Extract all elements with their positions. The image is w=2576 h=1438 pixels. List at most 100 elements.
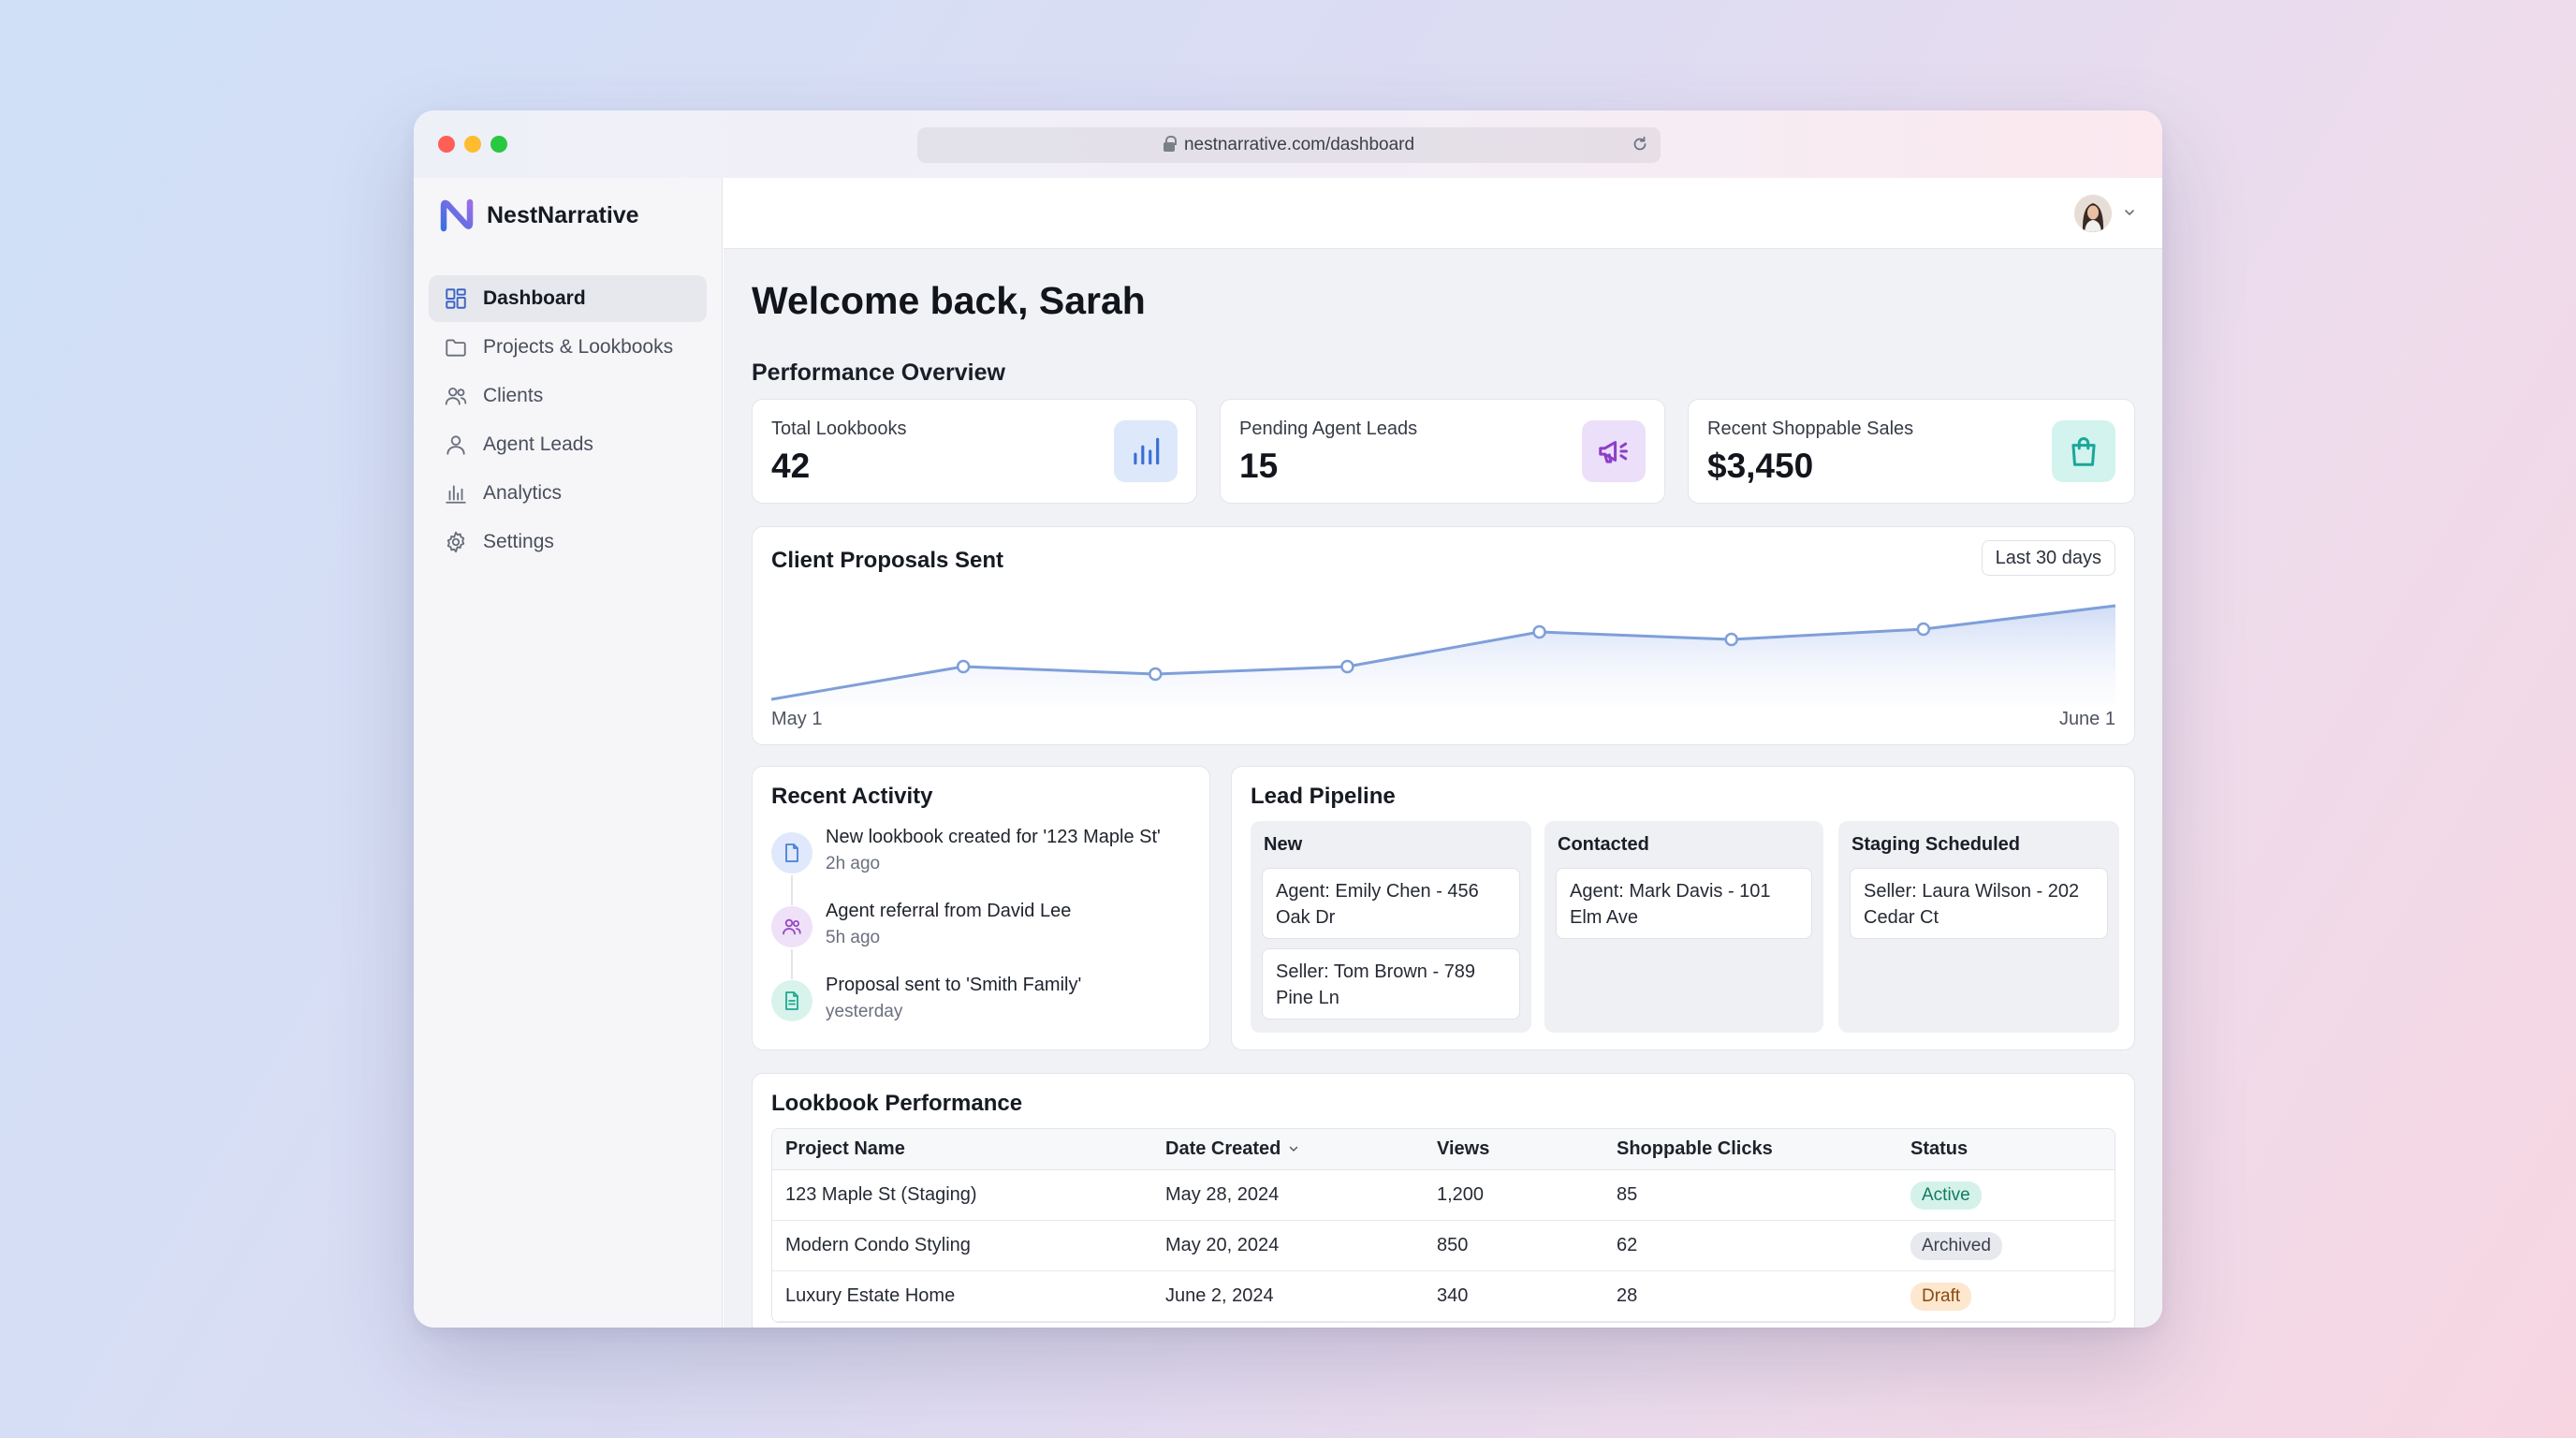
main-content: Welcome back, Sarah Performance Overview… (724, 178, 2162, 1328)
nestnarrative-logo-icon (440, 198, 474, 232)
column-header-status[interactable]: Status (1910, 1138, 1969, 1159)
activity-text: Proposal sent to 'Smith Family' (826, 975, 1082, 995)
column-header-date-created[interactable]: Date Created (1165, 1138, 1437, 1160)
chart-point[interactable] (1532, 624, 1546, 639)
timeline-connector (791, 949, 793, 979)
cell-shoppable-clicks: 62 (1617, 1235, 1638, 1255)
stat-card-pending-agent-leads: Pending Agent Leads 15 (1220, 399, 1665, 504)
sidebar-item-label: Clients (483, 385, 544, 406)
avatar[interactable] (2074, 195, 2112, 232)
lead-pipeline-title: Lead Pipeline (1251, 784, 1396, 809)
stat-icon-badge (1114, 420, 1178, 482)
lock-icon (1163, 136, 1177, 152)
shopping-bag-icon (2071, 437, 2096, 466)
sidebar-item-projects-lookbooks[interactable]: Projects & Lookbooks (429, 324, 707, 371)
column-header-label: Date Created (1165, 1138, 1281, 1159)
chart-point[interactable] (1724, 632, 1738, 647)
sidebar-item-analytics[interactable]: Analytics (429, 470, 707, 517)
sidebar-item-settings[interactable]: Settings (429, 519, 707, 565)
users-icon (771, 906, 812, 947)
chart-point[interactable] (956, 659, 971, 674)
stat-icon-badge (1582, 420, 1646, 482)
table-header-row: Project Name Date Created Views Shoppabl… (772, 1129, 2115, 1170)
stat-label: Total Lookbooks (771, 418, 907, 439)
table-row[interactable]: Luxury Estate Home June 2, 2024 340 28 D… (772, 1271, 2115, 1322)
cell-shoppable-clicks: 85 (1617, 1184, 1638, 1205)
activity-item[interactable]: New lookbook created for '123 Maple St' … (771, 827, 1194, 905)
activity-time: 2h ago (826, 854, 881, 873)
cell-project-name: 123 Maple St (Staging) (785, 1184, 977, 1205)
cell-views: 1,200 (1437, 1184, 1485, 1205)
x-axis-end-label: June 1 (2058, 709, 2115, 729)
sidebar-item-label: Dashboard (483, 287, 586, 309)
lead-pipeline-panel: Lead Pipeline New Agent: Emily Chen - 45… (1231, 766, 2135, 1050)
recent-activity-title: Recent Activity (771, 784, 933, 809)
folder-icon (446, 339, 466, 357)
users-icon (445, 387, 467, 405)
table-row[interactable]: 123 Maple St (Staging) May 28, 2024 1,20… (772, 1170, 2115, 1221)
cell-project-name: Modern Condo Styling (785, 1235, 971, 1255)
pipeline-column-new: New Agent: Emily Chen - 456 Oak Dr Selle… (1251, 821, 1531, 1033)
column-header-views[interactable]: Views (1437, 1138, 1490, 1159)
column-header-shoppable-clicks[interactable]: Shoppable Clicks (1617, 1138, 1773, 1159)
pipeline-column-title: New (1264, 834, 1303, 855)
brand[interactable]: NestNarrative (438, 197, 639, 234)
user-icon (446, 435, 465, 455)
browser-window: nestnarrative.com/dashboard NestNarrativ… (414, 110, 2162, 1328)
status-badge: Archived (1910, 1231, 2002, 1260)
close-window-button[interactable] (438, 136, 455, 153)
cell-date-created: May 28, 2024 (1165, 1184, 1280, 1205)
sidebar-item-label: Agent Leads (483, 433, 593, 455)
activity-time: yesterday (826, 1002, 903, 1021)
pipeline-column-title: Contacted (1558, 834, 1649, 855)
sidebar-item-clients[interactable]: Clients (429, 373, 707, 419)
minimize-window-button[interactable] (464, 136, 481, 153)
lead-card[interactable]: Agent: Emily Chen - 456 Oak Dr (1262, 868, 1520, 939)
chart-point[interactable] (1149, 667, 1163, 682)
reload-icon[interactable] (1631, 135, 1649, 154)
bar-chart-icon (446, 485, 466, 504)
cell-shoppable-clicks: 28 (1617, 1285, 1638, 1306)
stat-value: $3,450 (1707, 447, 1814, 485)
chart-area-fill (771, 606, 2115, 705)
timeline-connector (791, 875, 793, 905)
chart-point[interactable] (1916, 622, 1931, 637)
status-badge: Draft (1910, 1282, 1972, 1311)
sidebar-item-dashboard[interactable]: Dashboard (429, 275, 707, 322)
activity-item[interactable]: Agent referral from David Lee 5h ago (771, 901, 1194, 979)
file-text-icon (771, 980, 812, 1021)
lead-card[interactable]: Agent: Mark Davis - 101 Elm Ave (1556, 868, 1812, 939)
pipeline-column-staging-scheduled: Staging Scheduled Seller: Laura Wilson -… (1838, 821, 2119, 1033)
bar-chart-icon (1134, 437, 1160, 465)
x-axis-start-label: May 1 (771, 709, 823, 729)
stat-value: 42 (771, 447, 811, 485)
chart-series-line (771, 604, 2116, 701)
page-title: Welcome back, Sarah (752, 279, 1146, 322)
sort-chevron-down-icon[interactable] (1288, 1143, 1299, 1154)
chart-point[interactable] (1340, 659, 1354, 674)
proposals-line-chart (771, 604, 2116, 705)
sidebar-item-label: Projects & Lookbooks (483, 336, 674, 358)
document-icon (771, 832, 812, 873)
activity-item[interactable]: Proposal sent to 'Smith Family' yesterda… (771, 975, 1194, 1049)
client-proposals-chart-card: Client Proposals Sent Last 30 days May 1… (752, 526, 2135, 745)
chevron-down-icon[interactable] (2123, 206, 2136, 219)
stat-label: Pending Agent Leads (1239, 418, 1418, 439)
address-bar[interactable]: nestnarrative.com/dashboard (917, 127, 1661, 163)
lookbook-performance-title: Lookbook Performance (771, 1091, 1023, 1116)
stat-label: Recent Shoppable Sales (1707, 418, 1914, 439)
column-header-project-name[interactable]: Project Name (785, 1138, 905, 1159)
lookbook-performance-panel: Lookbook Performance Project Name Date C… (752, 1073, 2135, 1328)
sidebar-nav: Dashboard Projects & Lookbooks Clients A… (429, 275, 707, 567)
sidebar-item-agent-leads[interactable]: Agent Leads (429, 421, 707, 468)
date-range-selector[interactable]: Last 30 days (1981, 540, 2115, 576)
performance-overview-heading: Performance Overview (752, 360, 1005, 386)
table-row[interactable]: Modern Condo Styling May 20, 2024 850 62… (772, 1221, 2115, 1271)
activity-text: Agent referral from David Lee (826, 901, 1072, 921)
megaphone-icon (1599, 440, 1628, 463)
lead-card[interactable]: Seller: Tom Brown - 789 Pine Ln (1262, 948, 1520, 1020)
maximize-window-button[interactable] (490, 136, 507, 153)
activity-list: New lookbook created for '123 Maple St' … (771, 827, 1194, 1049)
lead-card[interactable]: Seller: Laura Wilson - 202 Cedar Ct (1850, 868, 2108, 939)
cell-views: 850 (1437, 1235, 1469, 1255)
